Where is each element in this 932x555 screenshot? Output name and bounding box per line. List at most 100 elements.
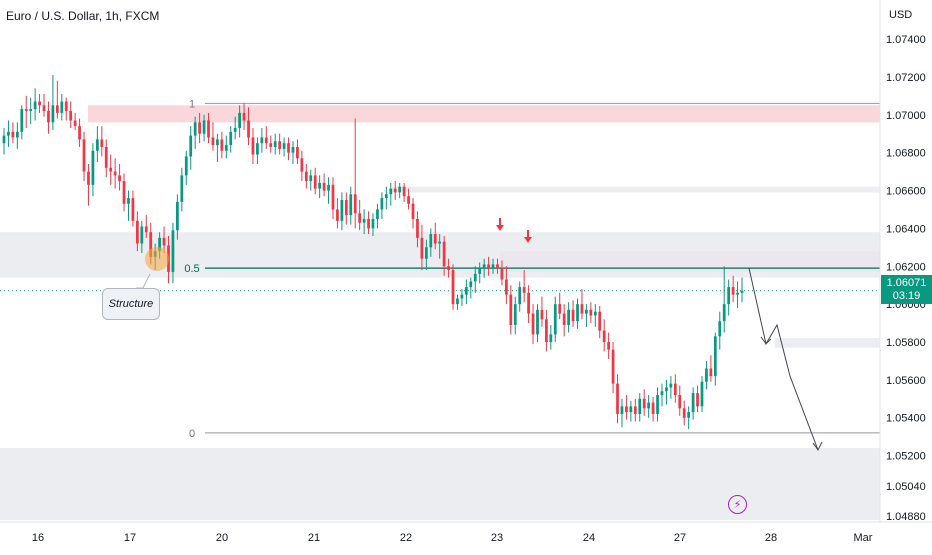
candle[interactable] (33, 88, 37, 121)
candle[interactable] (638, 393, 642, 422)
candle[interactable] (700, 376, 704, 413)
candle[interactable] (518, 281, 522, 312)
candle[interactable] (491, 258, 495, 274)
candle[interactable] (629, 400, 633, 422)
candle[interactable] (340, 192, 344, 231)
candle[interactable] (95, 126, 99, 163)
candle[interactable] (256, 137, 259, 165)
candle[interactable] (318, 175, 322, 199)
candle[interactable] (545, 309, 548, 352)
candle[interactable] (135, 211, 139, 252)
candle[interactable] (189, 126, 193, 170)
candle[interactable] (29, 97, 33, 125)
candle[interactable] (73, 112, 77, 130)
candle[interactable] (393, 181, 397, 200)
candle[interactable] (247, 107, 250, 146)
candle[interactable] (411, 198, 415, 229)
candle[interactable] (296, 139, 299, 165)
candle[interactable] (407, 188, 410, 210)
candle[interactable] (260, 128, 264, 153)
candle[interactable] (673, 374, 677, 403)
candle[interactable] (616, 374, 619, 424)
candle[interactable] (451, 264, 455, 310)
candle[interactable] (353, 118, 357, 229)
candle[interactable] (69, 101, 73, 129)
candle[interactable] (122, 173, 126, 212)
candle[interactable] (127, 190, 130, 221)
candle[interactable] (736, 281, 739, 308)
candle[interactable] (140, 220, 144, 254)
candle[interactable] (580, 288, 584, 320)
candle[interactable] (722, 266, 726, 333)
candle[interactable] (482, 258, 486, 278)
candle[interactable] (367, 211, 370, 235)
candle[interactable] (2, 128, 6, 155)
candle[interactable] (180, 167, 184, 212)
candle[interactable] (91, 143, 95, 197)
candle[interactable] (47, 101, 50, 134)
candle[interactable] (193, 116, 197, 149)
candle[interactable] (696, 385, 699, 413)
candle[interactable] (176, 194, 179, 240)
candle[interactable] (402, 182, 406, 202)
candle[interactable] (202, 114, 206, 142)
candle[interactable] (509, 285, 513, 335)
candle[interactable] (549, 324, 553, 350)
candle[interactable] (478, 262, 482, 284)
candle[interactable] (211, 122, 215, 151)
candle[interactable] (433, 222, 437, 250)
candle[interactable] (536, 304, 539, 343)
candle[interactable] (504, 266, 508, 305)
candle[interactable] (607, 332, 611, 360)
candle[interactable] (647, 395, 651, 418)
candle[interactable] (20, 105, 24, 140)
candle[interactable] (291, 141, 295, 165)
candle[interactable] (78, 118, 81, 147)
candle[interactable] (269, 135, 273, 153)
candle[interactable] (24, 95, 28, 129)
candle[interactable] (229, 126, 233, 153)
candle[interactable] (87, 164, 90, 206)
candle[interactable] (660, 383, 664, 407)
candle[interactable] (593, 304, 597, 327)
candle[interactable] (691, 387, 695, 420)
candle[interactable] (527, 285, 530, 324)
candle[interactable] (420, 224, 424, 271)
candle[interactable] (669, 376, 673, 399)
candle[interactable] (469, 277, 473, 299)
candle[interactable] (558, 292, 562, 320)
candle[interactable] (429, 228, 433, 257)
candle[interactable] (456, 294, 459, 310)
candle[interactable] (349, 186, 353, 225)
candle[interactable] (220, 131, 224, 159)
candle[interactable] (100, 126, 104, 157)
candle[interactable] (109, 154, 113, 185)
candle[interactable] (118, 164, 121, 191)
candle[interactable] (331, 177, 335, 219)
candle[interactable] (620, 398, 624, 428)
candle[interactable] (198, 112, 201, 144)
candle[interactable] (184, 150, 188, 185)
candle[interactable] (687, 406, 691, 430)
candle[interactable] (251, 128, 255, 165)
candle[interactable] (496, 258, 499, 274)
candle[interactable] (358, 199, 362, 231)
candle[interactable] (642, 389, 646, 416)
candle[interactable] (55, 80, 59, 119)
price-axis[interactable]: 1.07400 1.07200 1.07000 1.06800 1.06600 1.064… (886, 34, 926, 523)
candle[interactable] (567, 302, 570, 333)
candle[interactable] (500, 260, 504, 286)
candle[interactable] (447, 258, 450, 278)
candle[interactable] (540, 296, 544, 327)
candle[interactable] (438, 234, 442, 259)
candle[interactable] (171, 222, 175, 284)
candle[interactable] (709, 355, 713, 382)
candle[interactable] (113, 158, 117, 189)
candle[interactable] (656, 387, 659, 422)
candle[interactable] (371, 213, 375, 236)
candle[interactable] (731, 275, 735, 303)
candle[interactable] (576, 298, 579, 329)
candle[interactable] (162, 226, 166, 254)
